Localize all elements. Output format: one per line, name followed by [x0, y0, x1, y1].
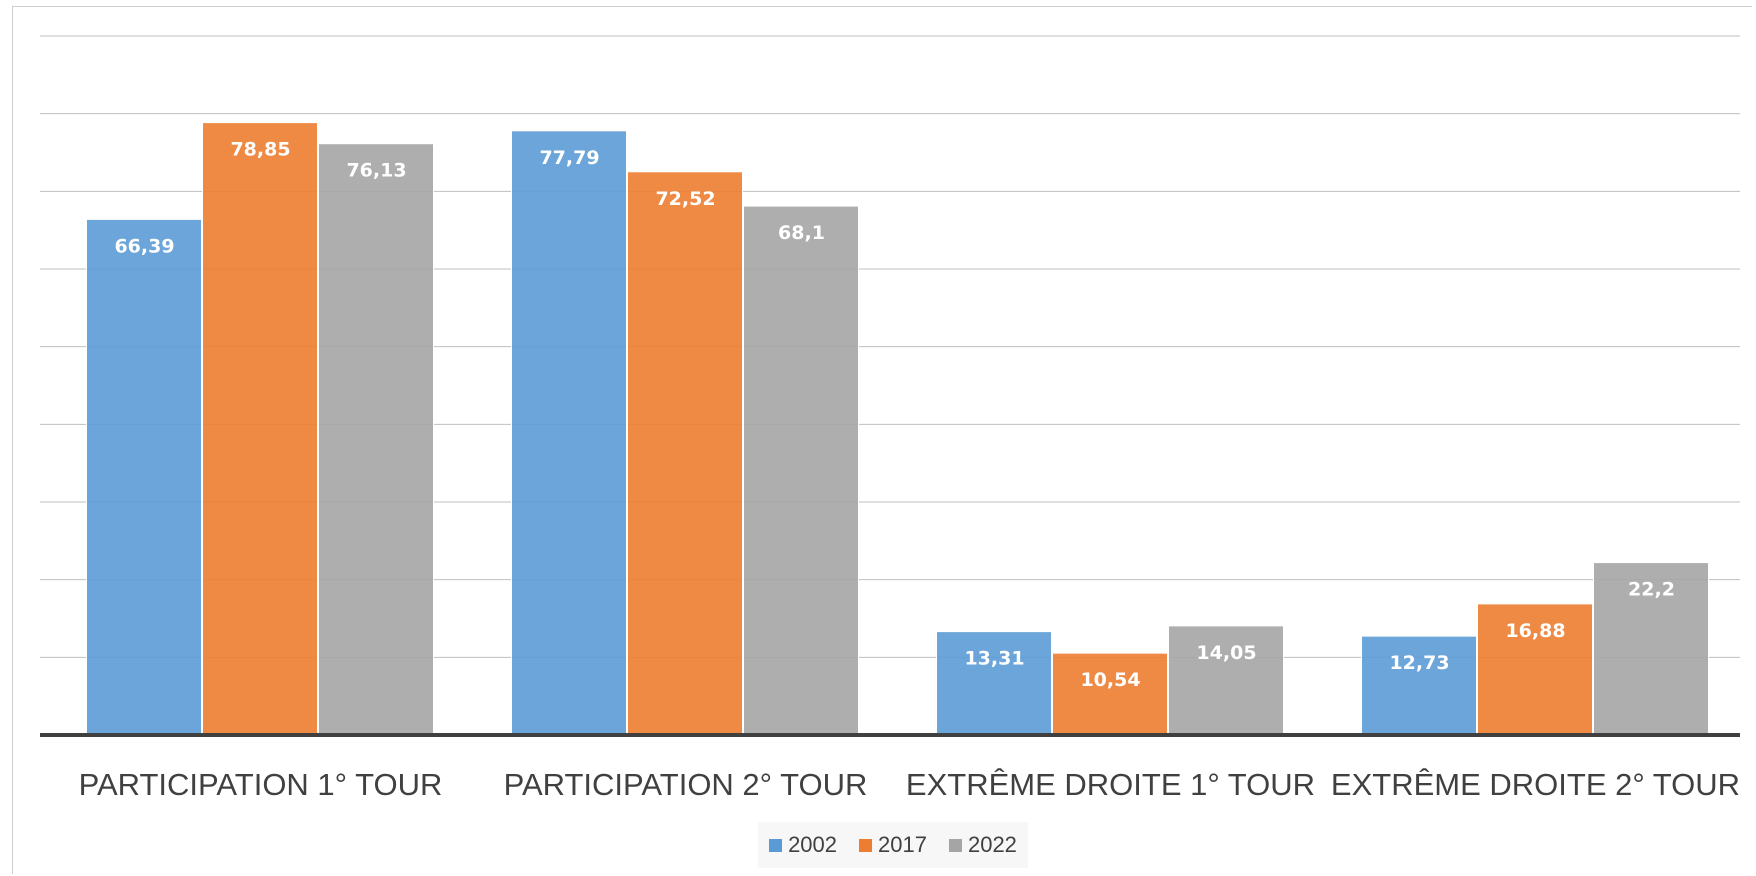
- legend-label: 2002: [788, 832, 838, 857]
- bar-2022-0: [318, 143, 434, 736]
- data-label-2022-2: 14,05: [1196, 642, 1256, 664]
- bar-2017-1: [627, 171, 743, 736]
- legend-label: 2017: [878, 832, 927, 857]
- legend-item-2022: 2022: [948, 832, 1017, 858]
- bar-2017-3: [1477, 603, 1593, 736]
- category-label-0: PARTICIPATION 1° TOUR: [79, 767, 443, 802]
- bars: [86, 122, 1709, 736]
- bar-2017-2: [1052, 652, 1168, 736]
- bar-2022-1: [743, 205, 859, 736]
- data-label-2017-3: 16,88: [1505, 620, 1565, 642]
- bar-2002-3: [1361, 635, 1477, 736]
- data-label-2002-3: 12,73: [1389, 652, 1449, 674]
- legend-swatch: [859, 838, 873, 852]
- bar-chart: 66,39 78,85 76,13 77,79 72,52 68,1 13,31 10,54 1…: [40, 35, 1740, 802]
- bar-2002-0: [86, 218, 202, 736]
- category-label-1: PARTICIPATION 2° TOUR: [504, 767, 868, 802]
- category-label-2: EXTRÊME DROITE 1° TOUR: [906, 767, 1315, 802]
- bar-2022-2: [1168, 625, 1284, 736]
- data-label-2017-0: 78,85: [230, 139, 290, 161]
- data-label-2002-1: 77,79: [539, 147, 599, 169]
- legend-swatch: [948, 838, 962, 852]
- legend: 2002 2017 2022: [758, 822, 1028, 868]
- data-label-2022-3: 22,2: [1628, 579, 1675, 601]
- legend-label: 2022: [967, 832, 1017, 857]
- data-label-2017-2: 10,54: [1080, 669, 1140, 691]
- legend-swatch: [769, 838, 783, 852]
- bar-2002-2: [936, 631, 1052, 736]
- legend-item-2002: 2002: [769, 832, 837, 858]
- value-labels: 66,39 78,85 76,13 77,79 72,52 68,1 13,31 10,54 1…: [114, 139, 1675, 692]
- bar-2002-1: [511, 130, 627, 736]
- bar-2017-0: [202, 122, 318, 736]
- data-label-2017-1: 72,52: [655, 188, 715, 210]
- data-label-2022-0: 76,13: [346, 160, 406, 182]
- data-label-2022-1: 68,1: [778, 222, 825, 244]
- category-labels: PARTICIPATION 1° TOUR PARTICIPATION 2° TO…: [79, 767, 1740, 802]
- data-label-2002-0: 66,39: [114, 235, 174, 257]
- data-label-2002-2: 13,31: [964, 648, 1024, 670]
- bar-2022-3: [1593, 562, 1709, 736]
- category-label-3: EXTRÊME DROITE 2° TOUR: [1331, 767, 1740, 802]
- legend-item-2017: 2017: [859, 832, 927, 858]
